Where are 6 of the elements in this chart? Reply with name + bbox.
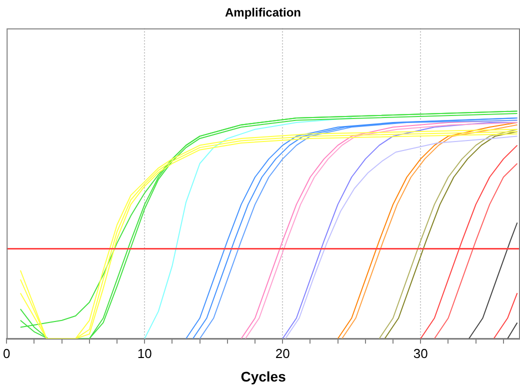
x-tick-label: 20 [275,346,290,361]
x-axis-title: Cycles [240,368,286,384]
x-tick-label: 0 [3,346,10,361]
x-tick-label: 30 [413,346,428,361]
chart-title: Amplification [224,6,302,20]
x-tick-label: 10 [137,346,152,361]
